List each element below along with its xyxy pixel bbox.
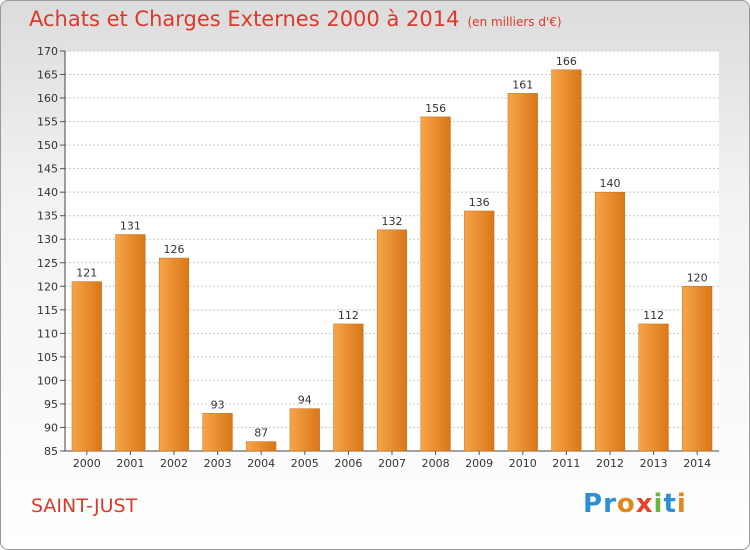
data-label: 120	[687, 271, 708, 284]
logo-letter: P	[583, 489, 604, 519]
x-tick-label: 2012	[596, 457, 624, 470]
x-tick-label: 2011	[552, 457, 580, 470]
bar	[333, 323, 364, 452]
x-tick-label: 2010	[509, 457, 537, 470]
data-label: 156	[425, 102, 446, 115]
y-tick-label: 140	[37, 186, 58, 199]
city-name: SAINT-JUST	[31, 495, 138, 517]
y-tick-label: 125	[37, 257, 58, 270]
y-tick-label: 85	[44, 445, 58, 458]
bar	[594, 191, 626, 452]
y-tick-label: 95	[44, 398, 58, 411]
chart-title-row: Achats et Charges Externes 2000 à 2014 (e…	[29, 7, 562, 31]
x-tick-label: 2008	[422, 457, 450, 470]
x-tick-label: 2013	[640, 457, 668, 470]
bar	[202, 413, 233, 452]
y-tick-label: 120	[37, 280, 58, 293]
x-tick-label: 2003	[204, 457, 232, 470]
data-label: 121	[76, 267, 97, 280]
logo-letter: t	[663, 489, 677, 519]
data-label: 112	[338, 309, 359, 322]
bar	[115, 234, 146, 452]
y-tick-label: 160	[37, 92, 58, 105]
data-label: 140	[600, 177, 621, 190]
data-label: 161	[512, 78, 533, 91]
proxiti-logo: Proxiti	[583, 489, 687, 519]
y-tick-label: 135	[37, 210, 58, 223]
data-label: 87	[254, 427, 268, 440]
data-label: 136	[469, 196, 490, 209]
logo-letter: o	[616, 489, 636, 519]
data-label: 93	[211, 398, 225, 411]
data-label: 131	[120, 220, 141, 233]
chart-title: Achats et Charges Externes 2000 à 2014	[29, 7, 460, 31]
data-label: 112	[643, 309, 664, 322]
data-label: 166	[556, 55, 577, 68]
logo-letter: r	[603, 489, 617, 519]
bar	[420, 116, 451, 452]
y-tick-label: 130	[37, 233, 58, 246]
y-tick-label: 145	[37, 163, 58, 176]
bar	[507, 93, 538, 452]
bar	[158, 257, 190, 452]
bar	[638, 323, 669, 452]
y-tick-label: 170	[37, 45, 58, 58]
logo-letter: x	[635, 489, 654, 519]
bar	[246, 441, 277, 452]
data-label: 132	[382, 215, 403, 228]
x-tick-label: 2005	[291, 457, 319, 470]
bar	[289, 408, 320, 452]
y-tick-label: 110	[37, 327, 58, 340]
y-tick-label: 90	[44, 421, 58, 434]
y-tick-label: 150	[37, 139, 58, 152]
y-tick-label: 100	[37, 374, 58, 387]
data-label: 126	[164, 243, 185, 256]
logo-letter: i	[676, 489, 687, 519]
bar	[376, 229, 408, 452]
logo-letter: i	[653, 489, 664, 519]
x-tick-label: 2006	[334, 457, 362, 470]
chart-subtitle: (en milliers d'€)	[467, 15, 562, 29]
bar	[551, 69, 582, 452]
x-tick-label: 2001	[116, 457, 144, 470]
x-tick-label: 2014	[683, 457, 711, 470]
x-tick-label: 2009	[465, 457, 493, 470]
y-tick-label: 155	[37, 116, 58, 129]
x-tick-label: 2000	[73, 457, 101, 470]
bar	[71, 281, 102, 452]
x-tick-label: 2007	[378, 457, 406, 470]
bar	[682, 286, 713, 452]
y-tick-label: 105	[37, 351, 58, 364]
x-tick-label: 2004	[247, 457, 275, 470]
y-tick-label: 115	[37, 304, 58, 317]
y-tick-label: 165	[37, 69, 58, 82]
bar	[464, 210, 495, 452]
x-tick-label: 2002	[160, 457, 188, 470]
data-label: 94	[298, 394, 312, 407]
